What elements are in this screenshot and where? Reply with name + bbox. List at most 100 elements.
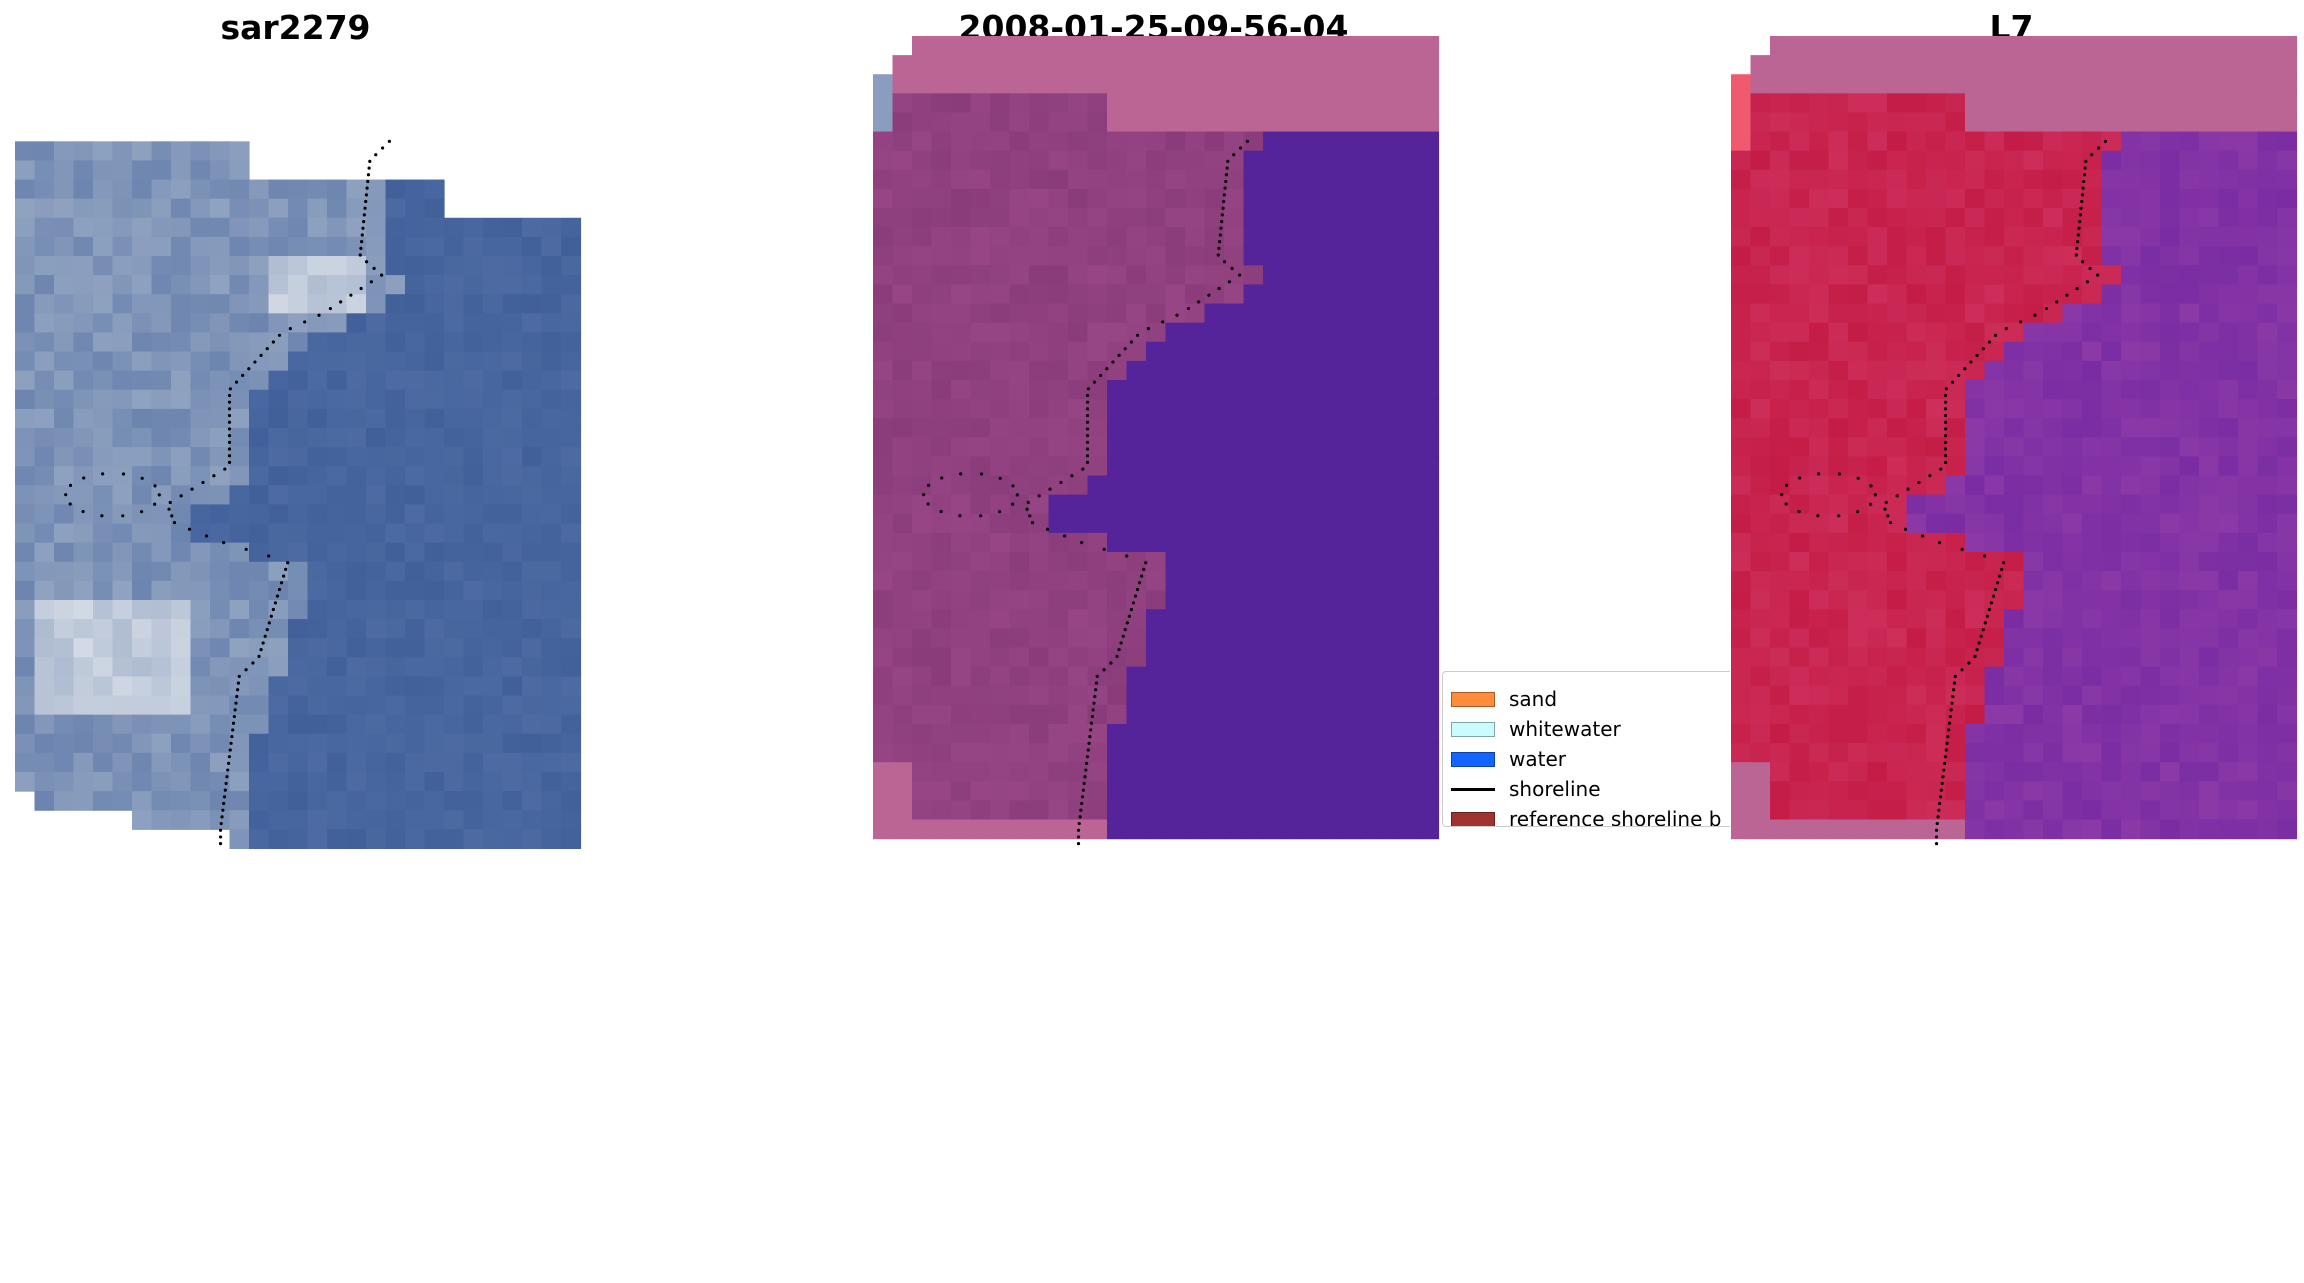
raster-cell [385, 714, 406, 735]
raster-cell [2082, 762, 2103, 782]
raster-cell [892, 437, 913, 458]
raster-cell [307, 542, 328, 563]
raster-cell [307, 255, 328, 276]
raster-cell [1731, 360, 1752, 381]
raster-cell [1380, 169, 1401, 190]
raster-cell [1029, 647, 1050, 668]
raster-cell [268, 294, 289, 314]
shoreline-dot [1095, 674, 1099, 679]
raster-cell [931, 666, 952, 687]
raster-cell [190, 332, 211, 353]
raster-cell [1789, 379, 1810, 400]
raster-cell [463, 255, 484, 276]
raster-cell [2218, 762, 2239, 782]
raster-cell [483, 733, 504, 754]
raster-cell [2277, 131, 2298, 152]
raster-cell [1419, 475, 1440, 496]
raster-cell [190, 351, 211, 372]
raster-cell [34, 160, 55, 181]
raster-cell [970, 399, 991, 419]
shoreline-dot [1197, 300, 1201, 304]
raster-cell [1789, 131, 1810, 152]
shoreline-dot [1903, 527, 1908, 531]
raster-cell [2179, 723, 2200, 744]
raster-cell [2121, 360, 2142, 381]
raster-cell [2101, 360, 2122, 381]
raster-cell [1789, 93, 1810, 114]
raster-cell [112, 389, 133, 410]
shoreline-dot [179, 494, 183, 498]
raster-cell [463, 771, 484, 792]
shoreline-dot [228, 387, 232, 391]
shoreline-dot [139, 510, 144, 514]
shoreline-dot [1030, 520, 1035, 525]
raster-cell [1204, 322, 1225, 343]
raster-cell [483, 523, 504, 544]
raster-cell [1165, 762, 1186, 782]
raster-cell [1945, 647, 1966, 668]
raster-cell [873, 131, 894, 152]
raster-cell [405, 619, 426, 639]
raster-cell [366, 829, 387, 849]
raster-cell [2121, 551, 2142, 572]
raster-cell [346, 351, 367, 372]
raster-cell [2023, 55, 2044, 75]
raster-cell [1809, 762, 1830, 782]
raster-cell [171, 236, 192, 257]
raster-cell [1185, 609, 1206, 630]
raster-cell [2218, 284, 2239, 305]
raster-cell [1828, 74, 1849, 94]
raster-cell [2218, 743, 2239, 763]
raster-cell [151, 810, 172, 830]
raster-cell [2101, 800, 2122, 821]
raster-cell [1867, 188, 1888, 209]
raster-cell [2238, 800, 2259, 821]
shoreline-dot [1245, 139, 1249, 143]
raster-cell [2082, 685, 2103, 706]
raster-cell [1341, 532, 1362, 553]
raster-cell [210, 561, 231, 582]
shoreline-dot [1078, 815, 1082, 819]
raster-cell [2199, 494, 2220, 515]
raster-cell [2062, 265, 2083, 286]
shoreline-dot [2082, 173, 2087, 177]
raster-cell [2043, 590, 2064, 610]
raster-cell [1224, 379, 1245, 400]
raster-cell [1828, 227, 1849, 247]
raster-cell [1984, 762, 2005, 782]
raster-cell [1360, 551, 1381, 572]
raster-cell [2160, 762, 2181, 782]
raster-cell [2101, 188, 2122, 209]
raster-cell [1204, 743, 1225, 763]
raster-cell [1828, 456, 1849, 477]
raster-cell [1750, 227, 1771, 247]
raster-cell [1048, 169, 1069, 190]
raster-cell [444, 294, 465, 314]
raster-cell [268, 829, 289, 849]
raster-cell [2238, 131, 2259, 152]
raster-cell [288, 275, 309, 295]
raster-cell [1828, 131, 1849, 152]
raster-cell [1068, 704, 1089, 725]
raster-cell [1009, 227, 1030, 247]
raster-cell [2082, 341, 2103, 362]
raster-cell [229, 542, 250, 563]
raster-cell [93, 504, 114, 525]
raster-cell [483, 351, 504, 372]
raster-cell [1341, 743, 1362, 763]
raster-cell [366, 657, 387, 678]
raster-cell [249, 752, 270, 773]
raster-cell [2023, 628, 2044, 649]
raster-cell [931, 284, 952, 305]
raster-cell [1204, 628, 1225, 649]
raster-cell [2043, 704, 2064, 725]
raster-cell [1321, 303, 1342, 324]
raster-cell [2257, 666, 2278, 687]
shoreline-dot [1216, 253, 1220, 257]
raster-cell [1809, 551, 1830, 572]
raster-cell [1068, 513, 1089, 534]
raster-cell [307, 275, 328, 295]
raster-cell [2023, 456, 2044, 477]
raster-cell [2023, 781, 2044, 801]
raster-cell [2101, 475, 2122, 496]
